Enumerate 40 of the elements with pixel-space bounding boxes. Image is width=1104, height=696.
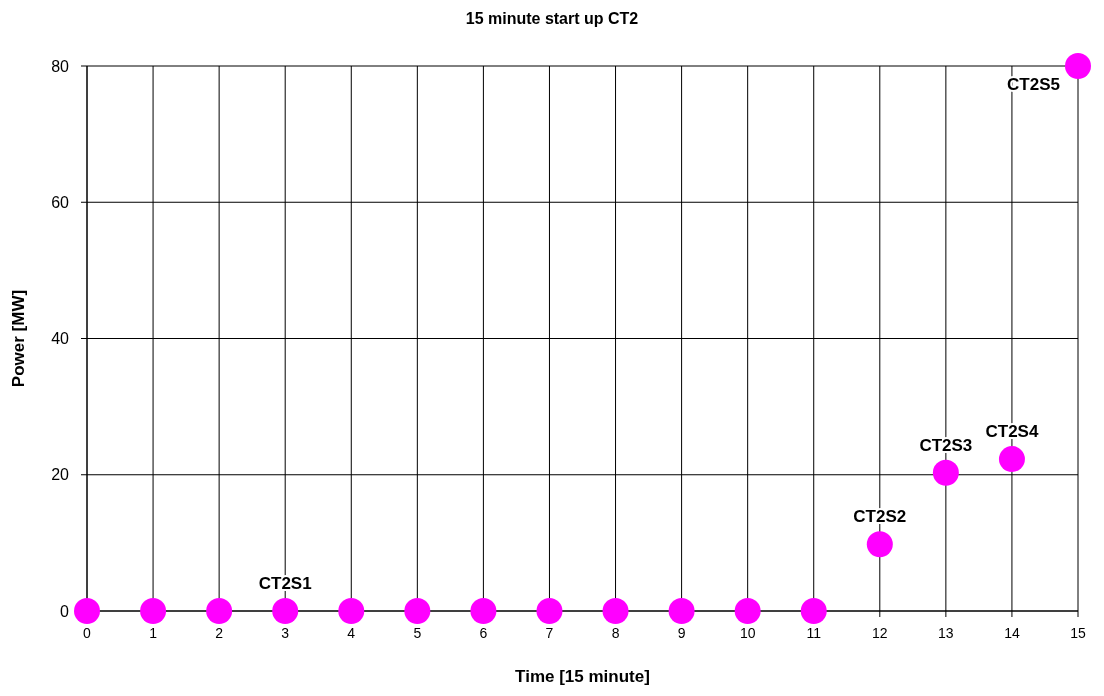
x-tick-label: 9 (677, 625, 686, 641)
x-tick-label: 10 (739, 625, 756, 641)
x-tick-label: 3 (281, 625, 290, 641)
x-axis-title: Time [15 minute] (515, 667, 650, 686)
x-tick-label: 15 (1070, 625, 1086, 641)
point (140, 598, 167, 624)
x-tick-label: 5 (413, 625, 422, 641)
x-tick-label: 4 (347, 625, 356, 641)
x-tick-label: 7 (545, 625, 554, 641)
point (932, 459, 959, 486)
y-tick-label: 80 (51, 57, 70, 75)
y-tick-label: 60 (51, 193, 70, 211)
point (74, 598, 100, 624)
point (998, 446, 1025, 473)
point (536, 598, 563, 624)
x-tick-label: 8 (611, 625, 620, 641)
point (404, 598, 431, 624)
point (668, 598, 695, 624)
point (272, 598, 299, 624)
point (338, 598, 365, 624)
point (470, 598, 497, 624)
point (734, 598, 761, 624)
x-tick-label: 11 (806, 625, 822, 641)
y-tick-label: 0 (60, 602, 70, 620)
x-tick-label: 6 (479, 625, 488, 641)
chart-title: 15 minute start up CT2 (465, 10, 639, 27)
y-tick-label: 40 (51, 330, 70, 348)
x-tick-label: 0 (83, 625, 92, 641)
x-tick-label: 14 (1004, 625, 1020, 641)
point (602, 598, 629, 624)
x-tick-label: 1 (149, 625, 158, 641)
point (800, 598, 827, 624)
y-axis-title: Power [MW] (9, 289, 28, 388)
point (866, 531, 893, 558)
x-tick-label: 12 (872, 625, 888, 641)
x-tick-label: 2 (215, 625, 224, 641)
y-tick-label: 20 (51, 466, 70, 484)
x-tick-label: 13 (938, 625, 954, 641)
point (206, 598, 233, 624)
point (1065, 53, 1091, 79)
